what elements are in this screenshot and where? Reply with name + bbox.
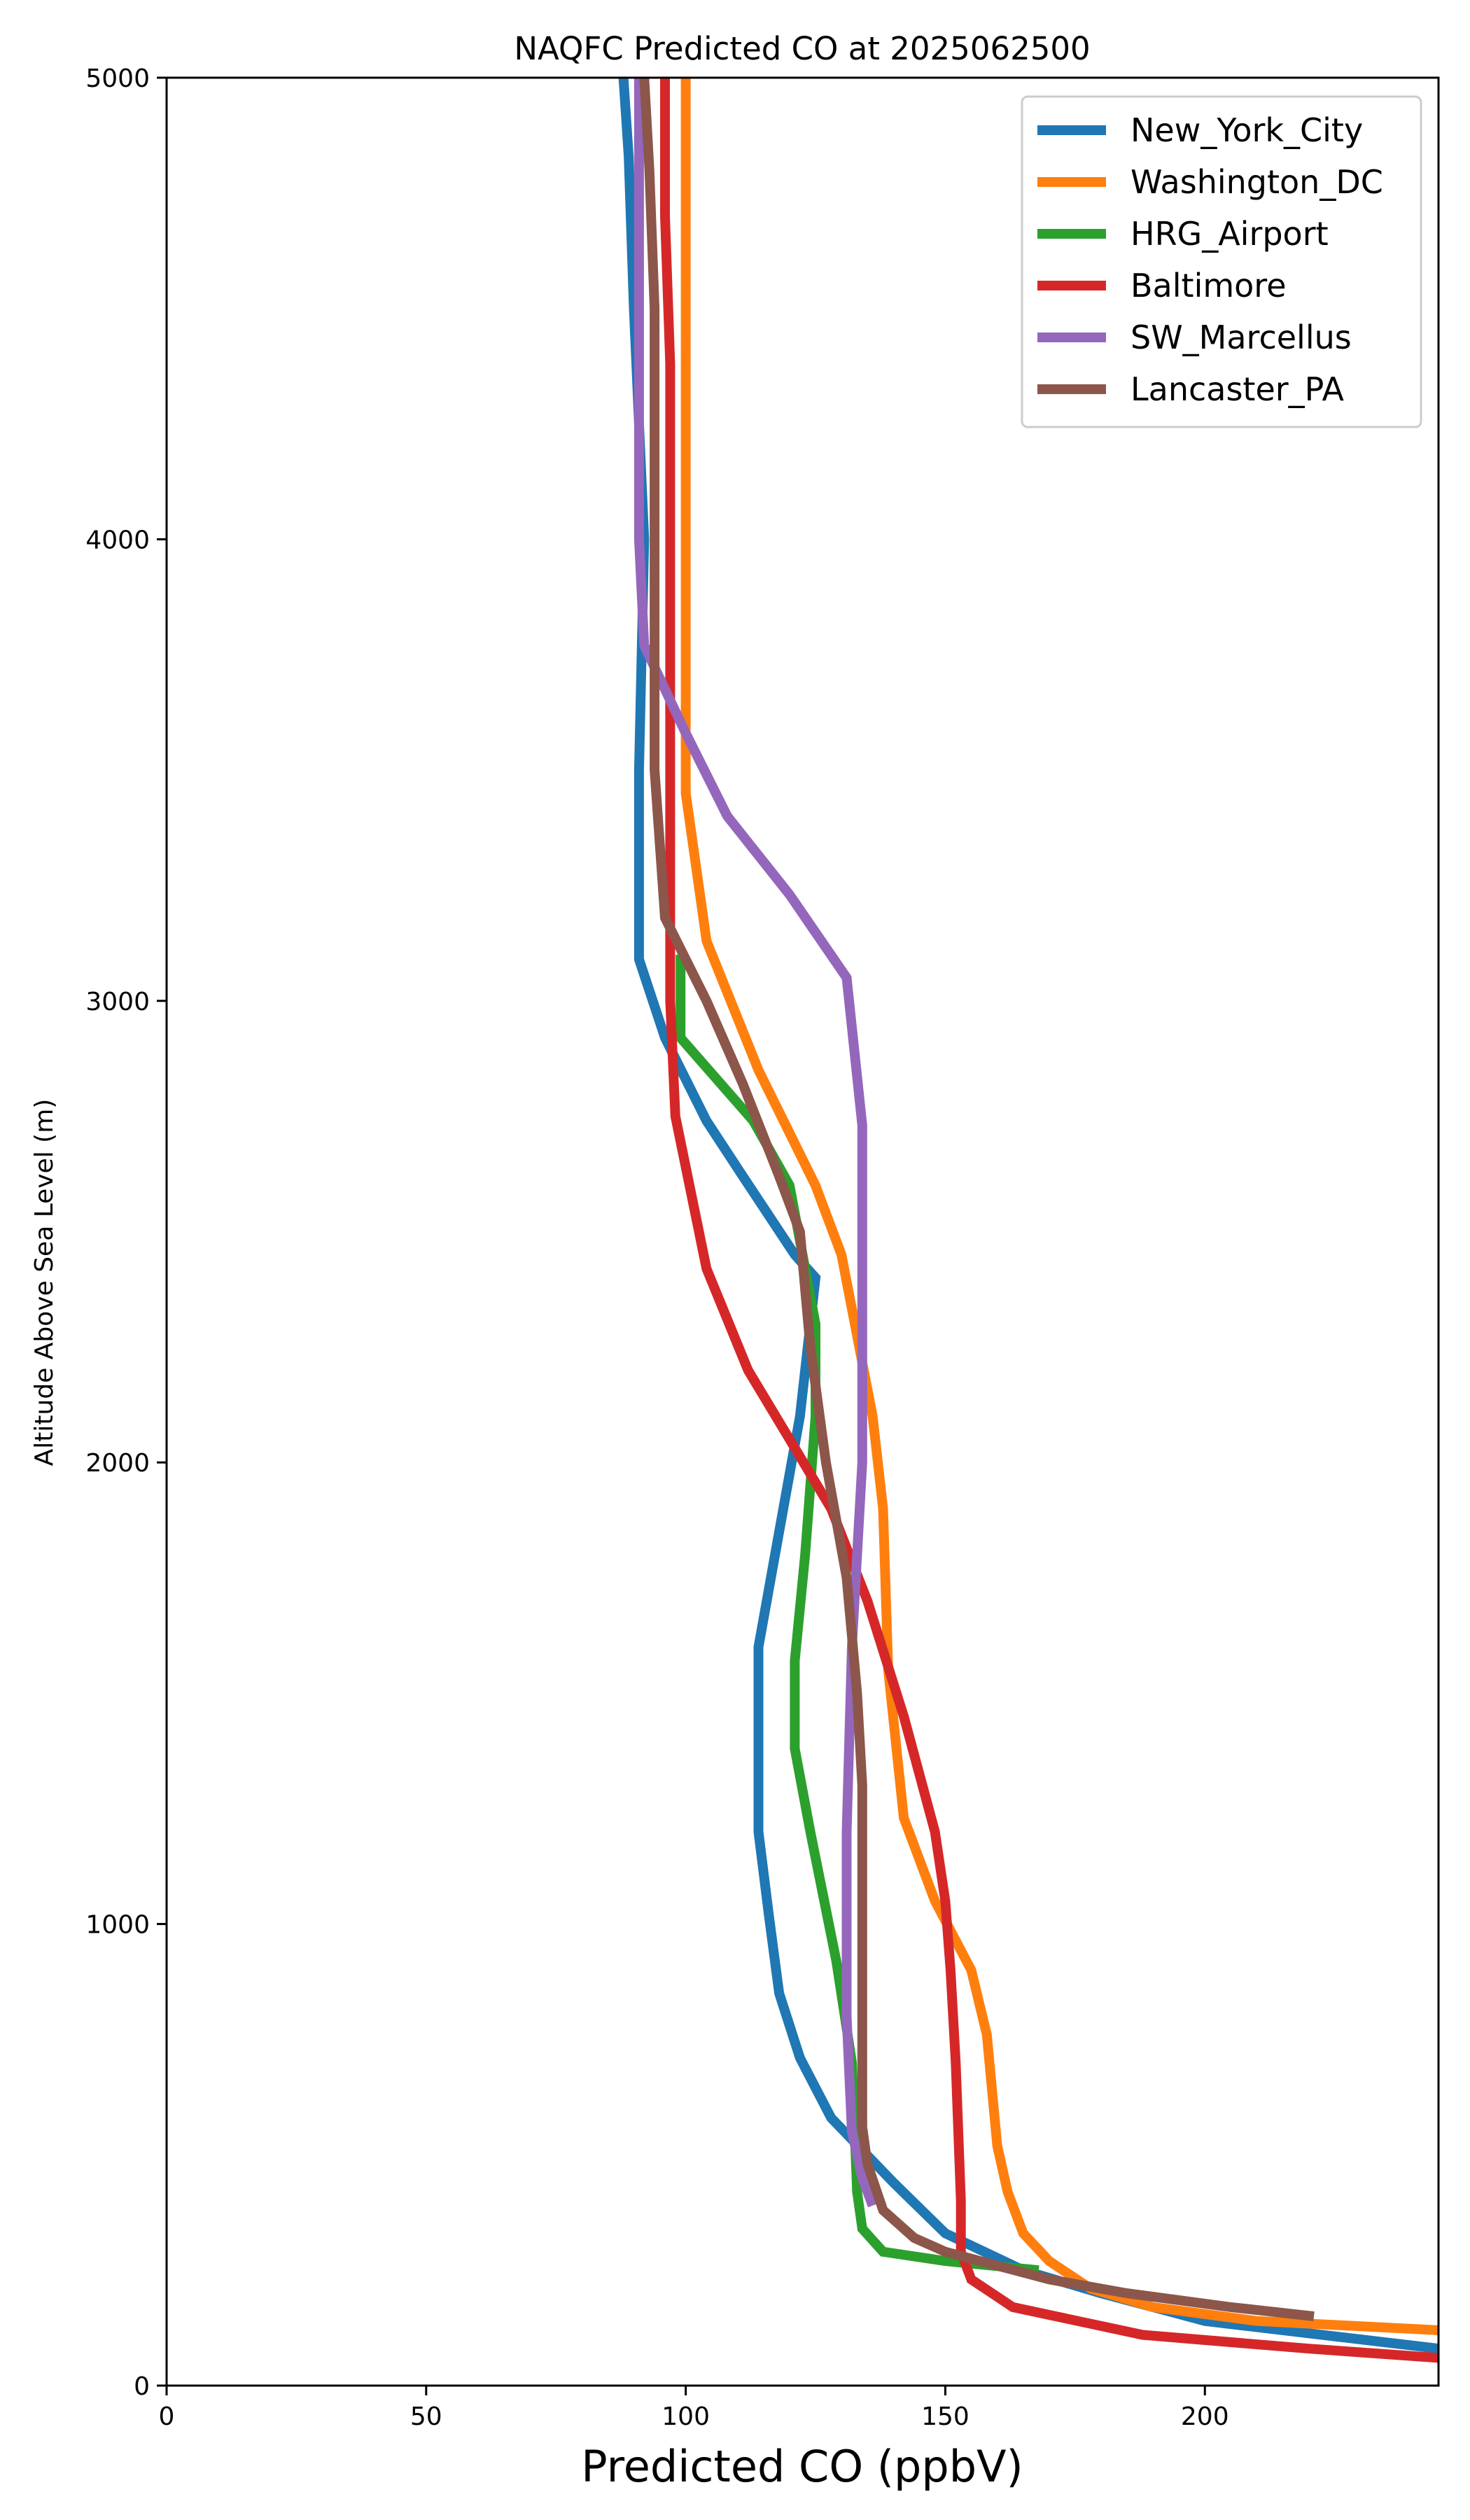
series-line-sw-marcellus — [634, 78, 878, 2208]
x-tick-label: 0 — [159, 2402, 175, 2431]
legend-entry: Lancaster_PA — [1130, 370, 1344, 408]
chart-title: NAQFC Predicted CO at 2025062500 — [514, 30, 1090, 67]
x-tick-label: 100 — [662, 2402, 710, 2431]
x-tick-label: 50 — [410, 2402, 442, 2431]
legend-entry: Baltimore — [1130, 267, 1287, 304]
legend-entry: HRG_Airport — [1130, 215, 1329, 253]
series-line-baltimore — [660, 78, 1438, 2363]
y-tick-label: 0 — [134, 2372, 150, 2401]
y-tick-label: 1000 — [85, 1911, 150, 1940]
x-axis-label: Predicted CO (ppbV) — [581, 2441, 1023, 2492]
x-tick-label: 200 — [1181, 2402, 1229, 2431]
y-tick-label: 4000 — [85, 526, 150, 554]
axes-frame — [165, 76, 1440, 2387]
series-line-new-york-city — [618, 78, 1438, 2354]
plot-area — [618, 78, 1438, 2363]
y-tick-label: 5000 — [85, 64, 150, 93]
y-tick-label: 3000 — [85, 988, 150, 1016]
series-line-hrg-airport — [676, 954, 1040, 2276]
series-line-washington-dc — [680, 78, 1438, 2335]
y-axis-label: Altitude Above Sea Level (m) — [30, 1099, 59, 1466]
legend-box — [1021, 95, 1422, 428]
series-line-lancaster-pa — [639, 78, 1315, 2322]
y-tick-label: 2000 — [85, 1449, 150, 1478]
legend-entry: New_York_City — [1130, 111, 1363, 149]
x-tick-label: 150 — [921, 2402, 969, 2431]
legend-entry: SW_Marcellus — [1130, 318, 1352, 356]
legend-entry: Washington_DC — [1130, 163, 1383, 201]
legend: New_York_City Washington_DC HRG_Airport Bal… — [1021, 95, 1422, 428]
